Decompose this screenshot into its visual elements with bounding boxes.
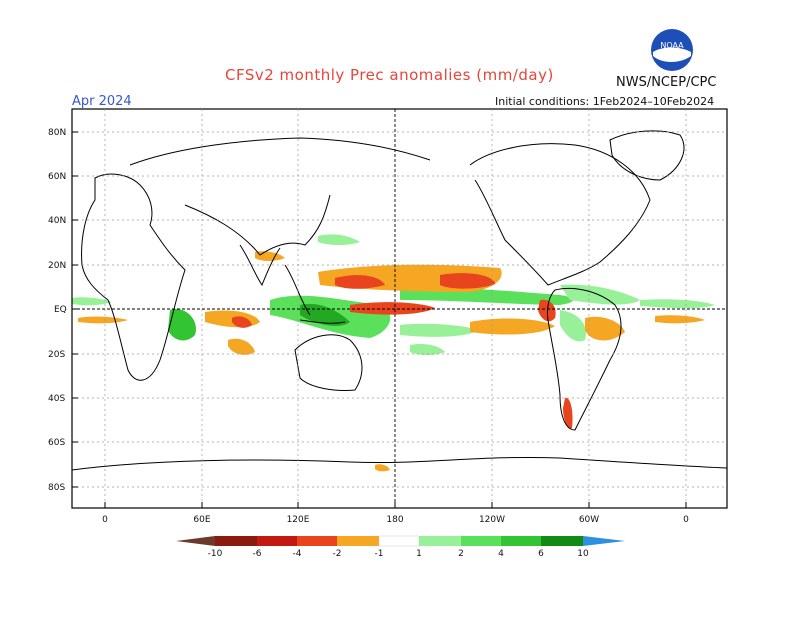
colorbar-swatch (541, 536, 583, 546)
lat-label: 40N (48, 216, 66, 226)
lat-label: 20N (48, 261, 66, 271)
colorbar-swatch (257, 536, 297, 546)
colorbar-swatch (461, 536, 501, 546)
valid-month: Apr 2024 (72, 94, 132, 109)
lat-labels: 80N 60N 40N 20N EQ 20S 40S 60S 80S (48, 128, 67, 493)
colorbar-label: -4 (293, 549, 302, 559)
colorbar-swatch (378, 535, 420, 547)
colorbar-swatch (419, 536, 461, 546)
colorbar-swatch (297, 536, 337, 546)
lon-label: 60W (579, 515, 599, 525)
lat-label: 80S (48, 483, 65, 493)
svg-text:NOAA: NOAA (660, 41, 684, 50)
lat-label: 40S (48, 394, 65, 404)
colorbar-swatch (215, 536, 257, 546)
lon-labels: 0 60E 120E 180 120W 60W 0 (102, 515, 689, 525)
lat-label: EQ (54, 305, 67, 315)
colorbar: -10 -6 -4 -2 -1 1 2 4 6 10 (176, 535, 625, 559)
lon-label: 0 (683, 515, 689, 525)
lon-label: 180 (386, 515, 403, 525)
agency-label: NWS/NCEP/CPC (616, 75, 717, 90)
colorbar-label: 6 (538, 549, 544, 559)
map-title: CFSv2 monthly Prec anomalies (mm/day) (225, 66, 554, 84)
colorbar-label: 4 (498, 549, 504, 559)
grid (72, 109, 727, 508)
colorbar-swatch (501, 536, 541, 546)
lat-label: 60N (48, 172, 66, 182)
colorbar-label: 10 (577, 549, 589, 559)
initial-conditions: Initial conditions: 1Feb2024–10Feb2024 (495, 95, 715, 108)
colorbar-label: -2 (333, 549, 342, 559)
noaa-logo-icon: NOAA (651, 29, 693, 71)
lat-label: 80N (48, 128, 66, 138)
coastlines (71, 130, 728, 471)
lon-label: 120W (479, 515, 505, 525)
colorbar-swatch (176, 536, 215, 546)
colorbar-swatch (337, 536, 379, 546)
lon-label: 120E (287, 515, 310, 525)
lat-label: 60S (48, 438, 65, 448)
colorbar-label: -1 (375, 549, 384, 559)
colorbar-label: -10 (208, 549, 223, 559)
colorbar-swatch (583, 536, 625, 546)
colorbar-label: -6 (253, 549, 262, 559)
lon-label: 60E (193, 515, 210, 525)
lat-label: 20S (48, 350, 65, 360)
colorbar-label: 1 (416, 549, 422, 559)
ticks (72, 131, 687, 508)
colorbar-label: 2 (458, 549, 464, 559)
lon-label: 0 (102, 515, 108, 525)
anomaly-fields (72, 234, 715, 472)
